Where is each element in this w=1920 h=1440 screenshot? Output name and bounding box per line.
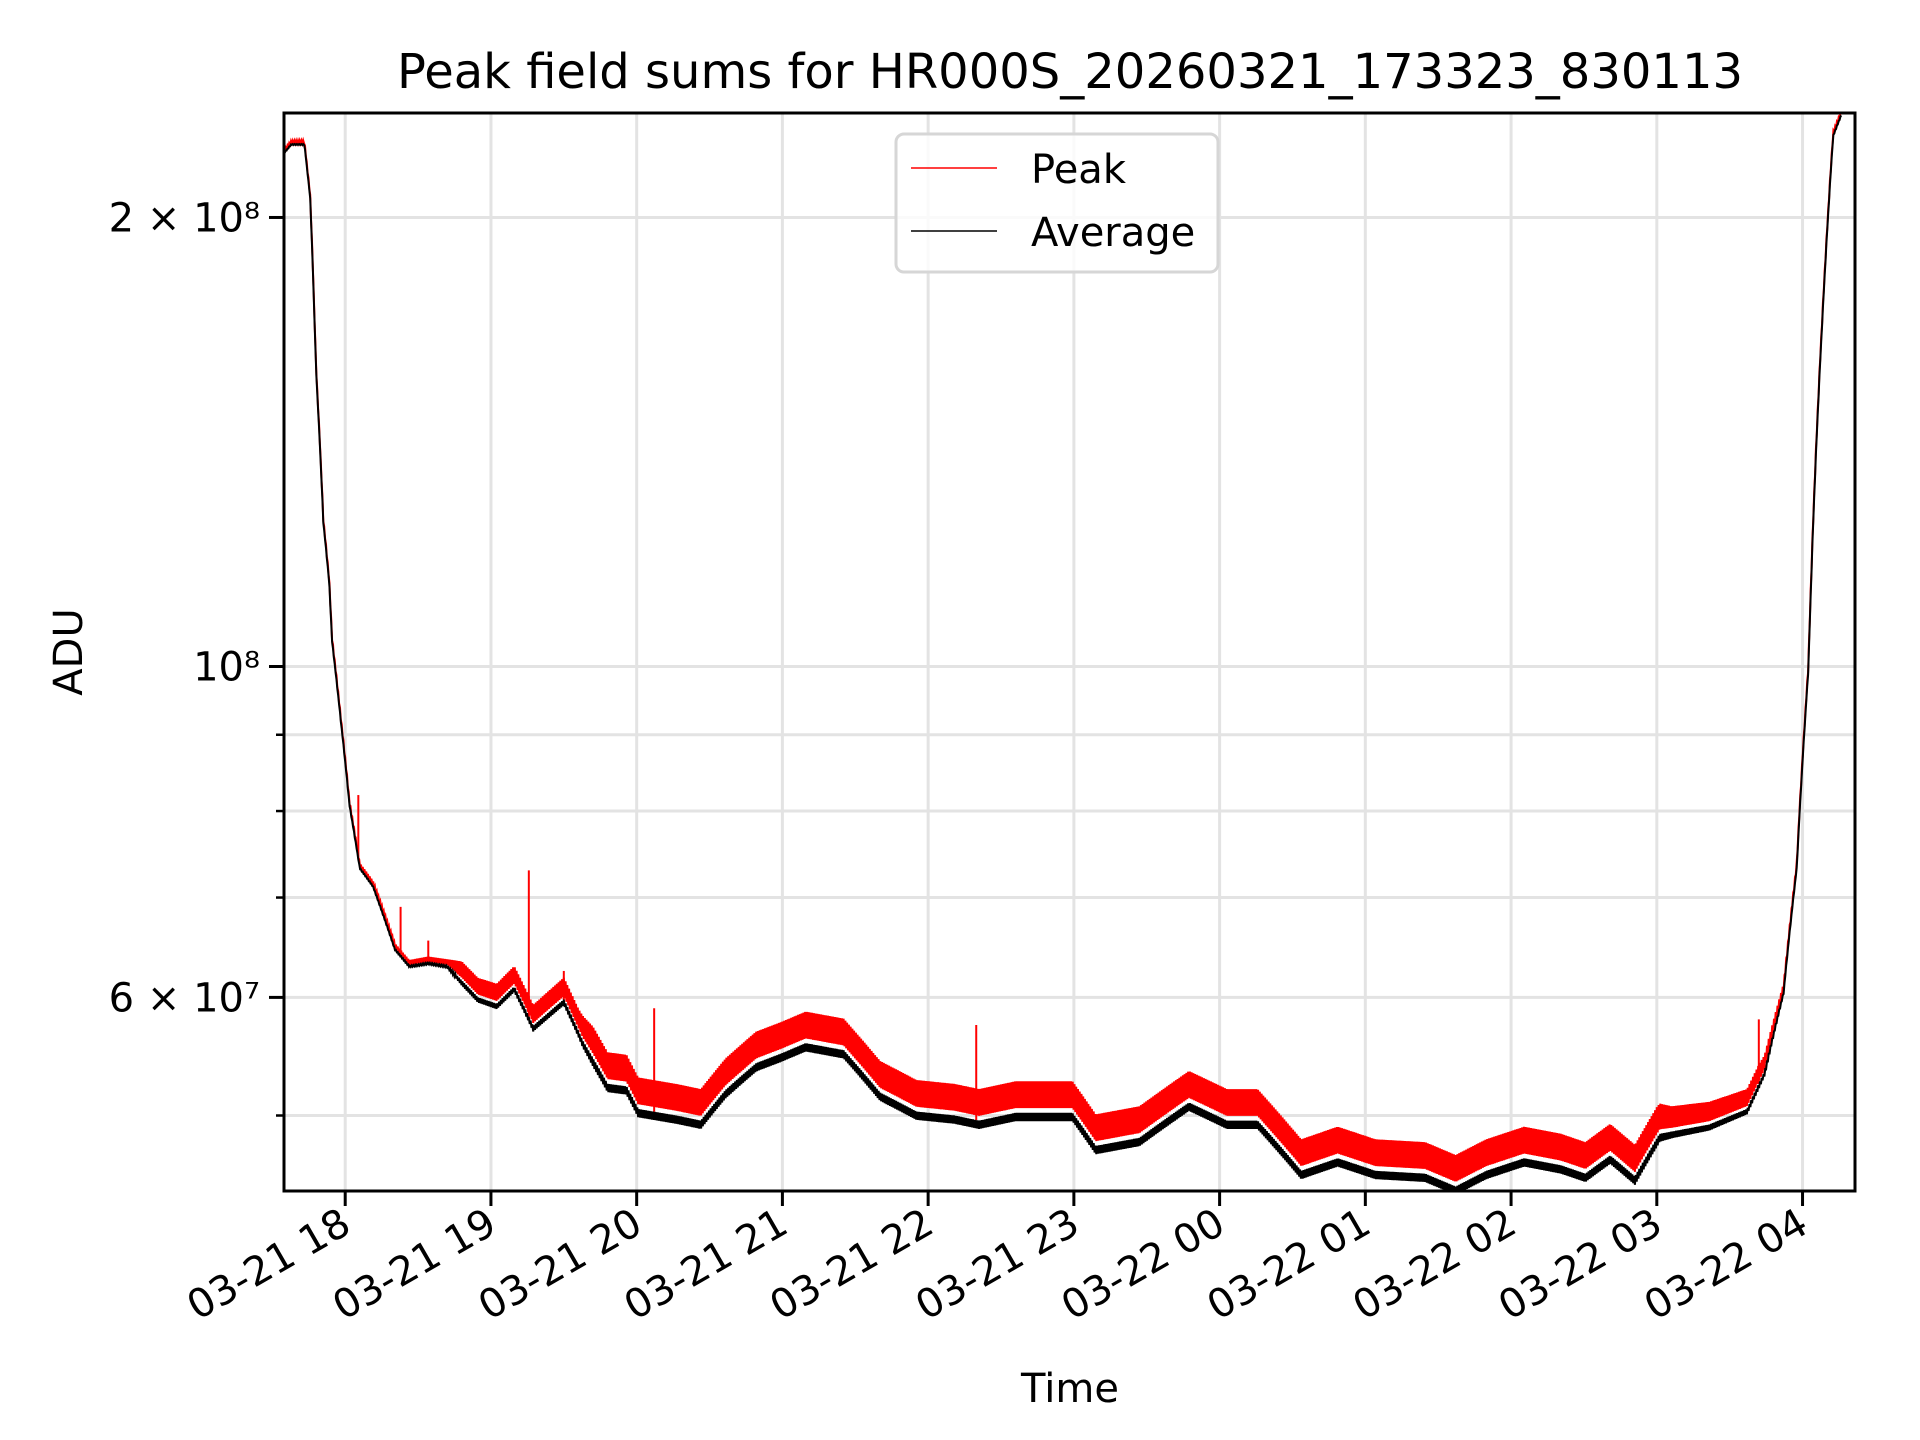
legend: Peak Average	[894, 132, 1220, 274]
series-layer	[284, 113, 1843, 1191]
peak-series-line	[284, 113, 1843, 1182]
y-tick-label: 6 × 10⁷	[109, 975, 260, 1021]
y-tick-label: 10⁸	[193, 644, 260, 690]
legend-average-label: Average	[1031, 210, 1195, 256]
legend-peak-label: Peak	[1031, 147, 1127, 193]
average-series-line	[284, 114, 1843, 1191]
grid	[284, 113, 1855, 1191]
plot-area	[284, 113, 1843, 1191]
y-axis-label: ADU	[46, 608, 92, 695]
y-tick-label: 2 × 10⁸	[109, 195, 260, 241]
axes-frame	[282, 111, 1857, 1193]
x-axis-label: Time	[1020, 1366, 1119, 1412]
chart-title: Peak field sums for HR000S_20260321_1733…	[397, 44, 1743, 100]
